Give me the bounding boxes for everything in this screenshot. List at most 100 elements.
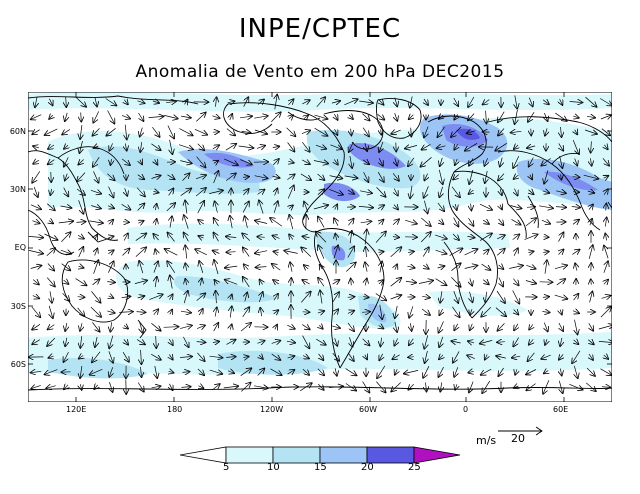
wind-vector xyxy=(333,245,338,259)
wind-vector xyxy=(438,126,445,137)
wind-vector xyxy=(180,161,191,164)
wind-vector xyxy=(453,351,460,362)
wind-vector xyxy=(135,247,146,257)
lon-label-120w: 120W xyxy=(260,405,284,414)
wind-vector xyxy=(405,281,416,282)
wind-vector xyxy=(151,353,161,360)
wind-vector xyxy=(81,112,82,122)
wind-vector xyxy=(379,158,383,165)
wind-vector xyxy=(351,128,352,136)
wind-vector xyxy=(468,113,475,121)
map-title: INPE/CPTEC xyxy=(238,14,402,44)
wind-vector xyxy=(78,160,83,165)
wind-vector xyxy=(196,156,206,168)
wind-vector xyxy=(287,186,294,199)
wind-vector xyxy=(529,190,534,194)
wind-vector xyxy=(95,97,97,107)
wind-vector xyxy=(226,237,237,238)
wind-vector xyxy=(514,145,518,149)
wind-vector xyxy=(395,369,397,374)
wind-vector xyxy=(349,115,353,119)
wind-vector xyxy=(453,175,460,180)
wind-vector xyxy=(122,249,130,256)
wind-vector xyxy=(62,129,70,134)
wind-vector xyxy=(500,205,502,210)
wind-vector xyxy=(284,251,298,254)
wind-vector xyxy=(390,278,402,287)
wind-vector xyxy=(560,337,562,346)
wind-vector xyxy=(318,278,325,287)
wind-vector xyxy=(140,127,143,137)
wind-vector xyxy=(559,250,564,255)
wind-vector xyxy=(47,337,56,346)
wind-vector xyxy=(561,175,562,180)
wind-vector xyxy=(274,294,278,301)
wind-vector xyxy=(362,338,370,346)
wind-vector xyxy=(79,356,83,359)
wind-vector xyxy=(80,140,83,153)
wind-vector xyxy=(137,382,144,392)
wind-vector xyxy=(302,100,309,104)
wind-vector xyxy=(64,157,68,166)
wind-vector xyxy=(346,263,355,272)
wind-vector xyxy=(528,112,535,122)
wind-vector xyxy=(121,204,131,209)
wind-vector xyxy=(395,322,397,332)
wind-vector xyxy=(170,310,172,315)
wind-vector xyxy=(409,115,414,119)
wind-vector xyxy=(421,157,432,166)
wind-vector xyxy=(216,291,217,304)
wind-vector xyxy=(376,381,385,393)
wind-vector xyxy=(77,172,86,182)
wind-vector xyxy=(181,116,191,118)
wind-vector xyxy=(574,294,579,301)
wind-vector xyxy=(185,201,187,214)
wind-vector xyxy=(166,101,176,102)
wind-vector xyxy=(169,189,174,196)
wind-vector xyxy=(375,232,386,243)
wind-vector xyxy=(140,142,141,152)
wind-vector xyxy=(334,218,338,226)
wind-vector xyxy=(65,337,67,346)
wind-vector xyxy=(256,146,265,149)
wind-vector xyxy=(586,116,595,117)
wind-vector xyxy=(335,338,338,346)
wind-vector xyxy=(479,233,492,241)
wind-vector xyxy=(359,101,373,103)
wind-vector xyxy=(254,116,267,118)
wind-vector xyxy=(80,384,81,390)
wind-vector xyxy=(230,324,231,329)
wind-vector xyxy=(317,368,324,376)
wind-vector xyxy=(542,297,549,298)
wind-vector xyxy=(512,234,520,240)
wind-vector xyxy=(529,339,533,344)
wind-vector xyxy=(440,382,441,391)
wind-vector xyxy=(560,155,563,168)
wind-vector xyxy=(108,186,114,198)
wind-vector xyxy=(125,188,128,196)
wind-vector xyxy=(274,201,278,213)
wind-vector xyxy=(198,220,204,224)
wind-vector xyxy=(48,325,55,330)
wind-vector xyxy=(272,159,279,166)
wind-vector xyxy=(31,306,40,317)
wind-vector xyxy=(425,350,428,363)
wind-vector xyxy=(408,384,413,389)
wind-vector xyxy=(377,365,386,378)
wind-vector xyxy=(184,215,189,229)
wind-vector xyxy=(559,322,563,331)
wind-vector xyxy=(526,207,535,208)
wind-vector xyxy=(93,128,100,135)
wind-vector xyxy=(544,170,548,183)
wind-vector xyxy=(454,367,458,377)
wind-vector xyxy=(199,309,203,316)
wind-vector xyxy=(571,207,580,208)
colorbar-label-20: 20 xyxy=(361,462,374,473)
wind-vector xyxy=(164,115,177,118)
colorbar-label-15: 15 xyxy=(314,462,327,473)
wind-vector xyxy=(541,355,551,359)
wind-vector xyxy=(49,221,53,224)
wind-vector xyxy=(138,112,144,121)
wind-vector xyxy=(197,201,204,214)
wind-vector xyxy=(230,306,232,318)
